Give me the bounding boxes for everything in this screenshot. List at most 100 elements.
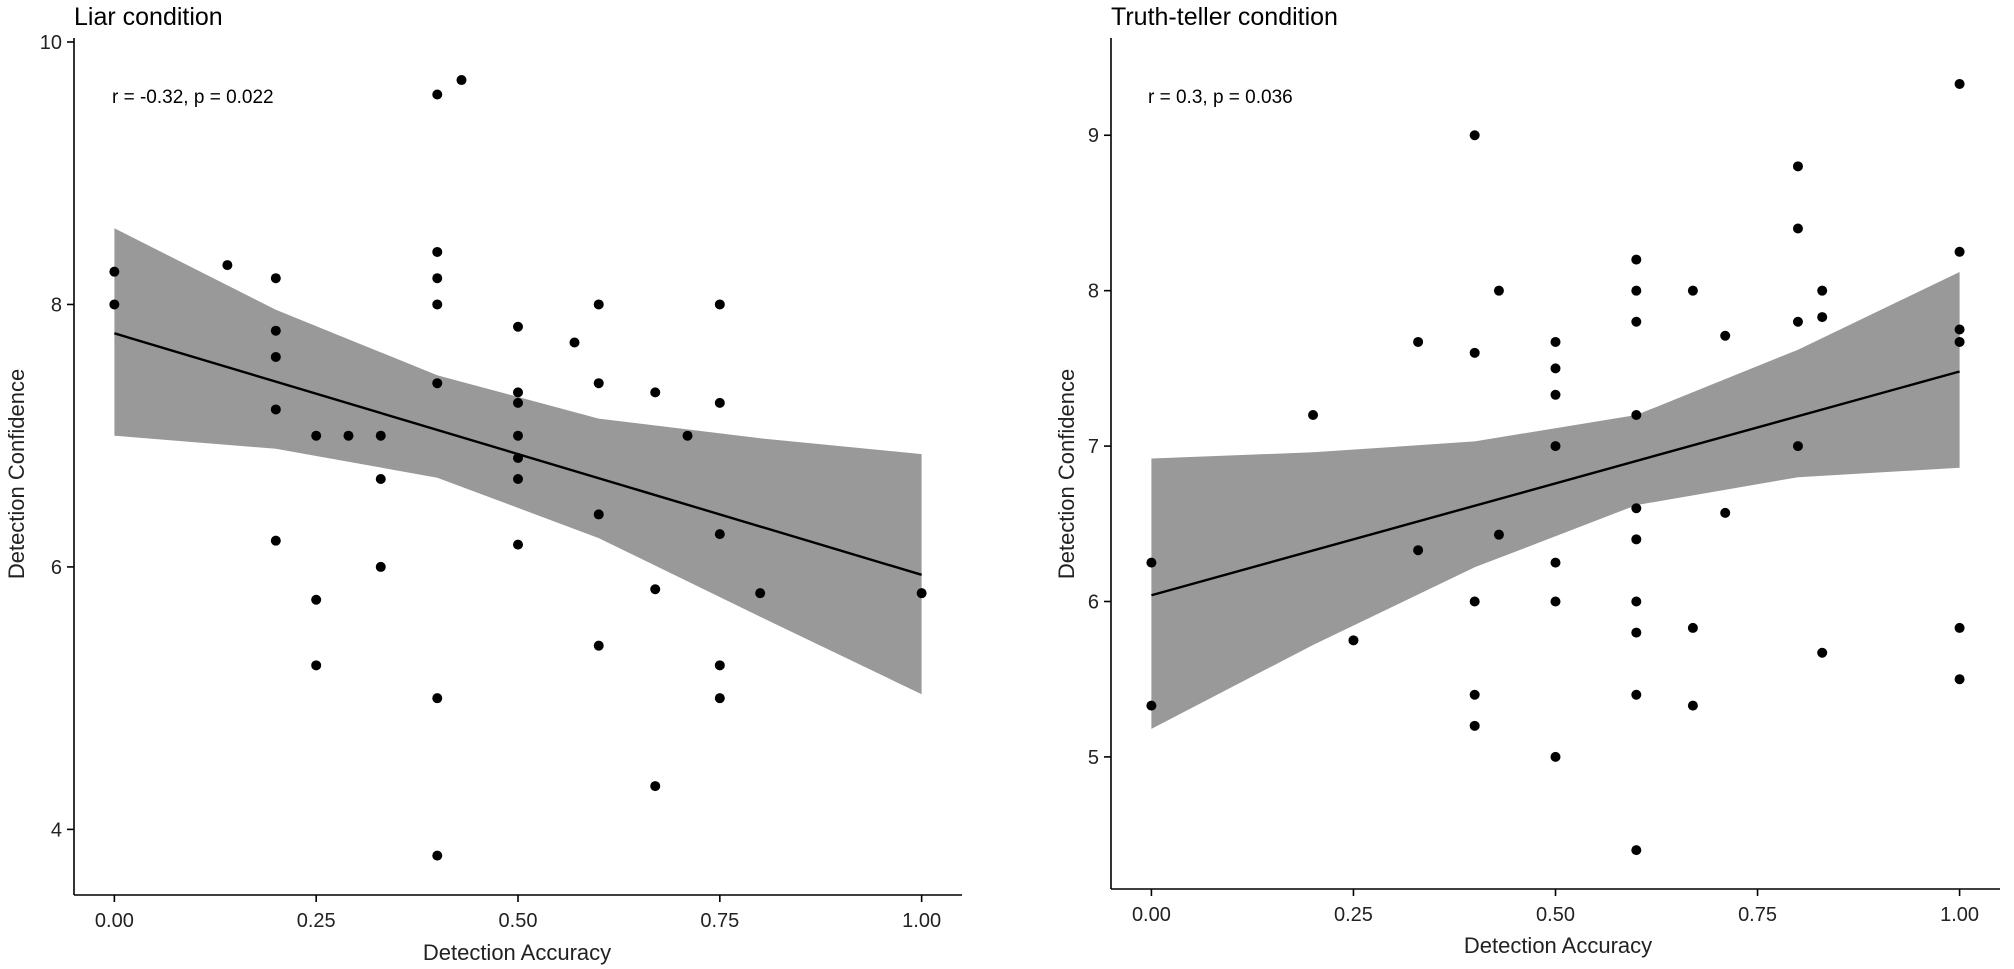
data-point bbox=[1792, 316, 1803, 327]
data-point bbox=[1954, 336, 1965, 347]
data-point bbox=[1631, 596, 1642, 607]
data-point bbox=[1469, 720, 1480, 731]
data-point bbox=[1720, 507, 1731, 518]
data-point bbox=[432, 273, 443, 284]
data-point bbox=[109, 299, 120, 310]
x-tick-label: 0.25 bbox=[1334, 904, 1373, 926]
data-point bbox=[1954, 674, 1965, 685]
data-point bbox=[714, 693, 725, 704]
data-point bbox=[1348, 635, 1359, 646]
data-point bbox=[456, 75, 467, 86]
data-point bbox=[1308, 409, 1319, 420]
data-point bbox=[1792, 223, 1803, 234]
data-point bbox=[432, 246, 443, 257]
data-point bbox=[569, 337, 580, 348]
x-tick-label: 0.00 bbox=[95, 910, 134, 932]
data-point bbox=[593, 640, 604, 651]
y-tick-label: 6 bbox=[51, 557, 62, 579]
data-point bbox=[1493, 529, 1504, 540]
x-axis-label: Detection Accuracy bbox=[1464, 933, 1652, 958]
x-tick-label: 0.50 bbox=[499, 910, 538, 932]
panel-truth-teller: Truth-teller condition r = 0.3, p = 0.03… bbox=[1054, 3, 2000, 958]
data-point bbox=[714, 299, 725, 310]
correlation-annotation: r = 0.3, p = 0.036 bbox=[1148, 87, 1293, 108]
data-point bbox=[1413, 545, 1424, 556]
data-point bbox=[513, 397, 523, 408]
data-point bbox=[1792, 441, 1803, 452]
y-tick-label: 9 bbox=[1088, 125, 1099, 147]
x-tick-label: 0.75 bbox=[700, 910, 739, 932]
data-point bbox=[1469, 596, 1480, 607]
y-tick-label: 7 bbox=[1088, 436, 1099, 458]
data-point bbox=[1631, 689, 1642, 700]
data-point bbox=[375, 561, 386, 572]
data-point bbox=[1550, 596, 1561, 607]
panel-title: Liar condition bbox=[74, 3, 223, 31]
data-point bbox=[650, 781, 661, 792]
data-point bbox=[1550, 441, 1561, 452]
data-point bbox=[1550, 751, 1561, 762]
y-tick-label: 10 bbox=[40, 32, 62, 54]
x-tick-label: 0.00 bbox=[1132, 904, 1171, 926]
data-point bbox=[650, 387, 661, 398]
data-point bbox=[432, 299, 443, 310]
y-tick-label: 8 bbox=[1088, 281, 1099, 303]
data-point bbox=[343, 430, 354, 441]
data-point bbox=[1631, 845, 1642, 856]
data-point bbox=[593, 509, 604, 520]
data-point bbox=[1817, 647, 1828, 658]
data-point bbox=[682, 430, 693, 441]
data-point bbox=[916, 588, 927, 599]
data-point bbox=[311, 430, 322, 441]
data-point bbox=[593, 299, 604, 310]
data-point bbox=[270, 273, 281, 284]
data-point bbox=[650, 584, 661, 595]
data-point bbox=[1720, 330, 1731, 341]
data-point bbox=[1687, 285, 1698, 296]
correlation-annotation: r = -0.32, p = 0.022 bbox=[112, 87, 274, 108]
data-point bbox=[513, 539, 523, 550]
data-point bbox=[270, 535, 281, 546]
data-point bbox=[270, 404, 281, 415]
data-point bbox=[432, 378, 443, 389]
data-point bbox=[1493, 285, 1504, 296]
data-point bbox=[375, 473, 386, 484]
x-tick-label: 0.50 bbox=[1536, 904, 1575, 926]
data-point bbox=[513, 453, 523, 464]
x-tick-label: 0.25 bbox=[297, 910, 336, 932]
data-point bbox=[714, 397, 725, 408]
x-axis-label: Detection Accuracy bbox=[423, 940, 611, 965]
panel-liar: Liar condition r = -0.32, p = 0.022 0.00… bbox=[4, 3, 962, 965]
data-point bbox=[1792, 161, 1803, 172]
data-point bbox=[513, 387, 523, 398]
data-point bbox=[755, 588, 766, 599]
data-point bbox=[375, 430, 386, 441]
data-point bbox=[1469, 689, 1480, 700]
regression-line bbox=[1151, 370, 1960, 597]
data-point bbox=[1146, 557, 1157, 568]
data-point bbox=[513, 430, 523, 441]
data-point bbox=[1550, 557, 1561, 568]
confidence-band bbox=[1151, 272, 1960, 729]
y-tick-label: 8 bbox=[51, 294, 62, 316]
data-point bbox=[1631, 503, 1642, 514]
data-point bbox=[593, 378, 604, 389]
data-point bbox=[1817, 285, 1828, 296]
y-tick-label: 5 bbox=[1088, 747, 1099, 769]
data-point bbox=[432, 850, 443, 861]
data-point bbox=[1413, 336, 1424, 347]
data-point bbox=[1631, 627, 1642, 638]
x-tick-label: 0.75 bbox=[1738, 904, 1777, 926]
data-point bbox=[513, 473, 523, 484]
data-point bbox=[1550, 363, 1561, 374]
data-point bbox=[270, 325, 281, 336]
data-point bbox=[311, 594, 322, 605]
data-point bbox=[109, 266, 120, 277]
data-point bbox=[1631, 254, 1642, 265]
x-tick-label: 1.00 bbox=[902, 910, 941, 932]
y-axis-label: Detection Confidence bbox=[4, 369, 29, 579]
data-point bbox=[1954, 622, 1965, 633]
data-point bbox=[1954, 78, 1965, 89]
data-point bbox=[1550, 389, 1561, 400]
